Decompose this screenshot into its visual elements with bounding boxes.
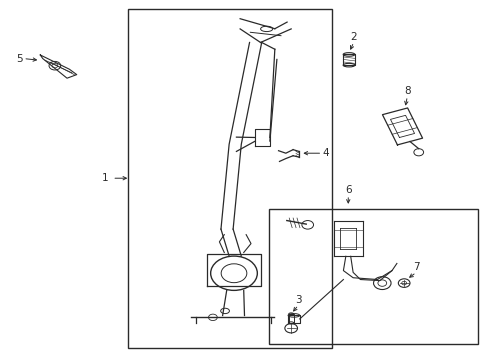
Text: 8: 8 — [403, 86, 410, 96]
Bar — [268, 208, 477, 344]
Text: 5: 5 — [17, 54, 23, 64]
Text: 2: 2 — [350, 32, 356, 42]
Text: 6: 6 — [344, 185, 351, 195]
Bar — [127, 9, 331, 348]
Text: 1: 1 — [102, 173, 108, 183]
Text: 7: 7 — [412, 262, 419, 273]
Text: 3: 3 — [295, 295, 301, 305]
Text: 4: 4 — [322, 148, 328, 158]
